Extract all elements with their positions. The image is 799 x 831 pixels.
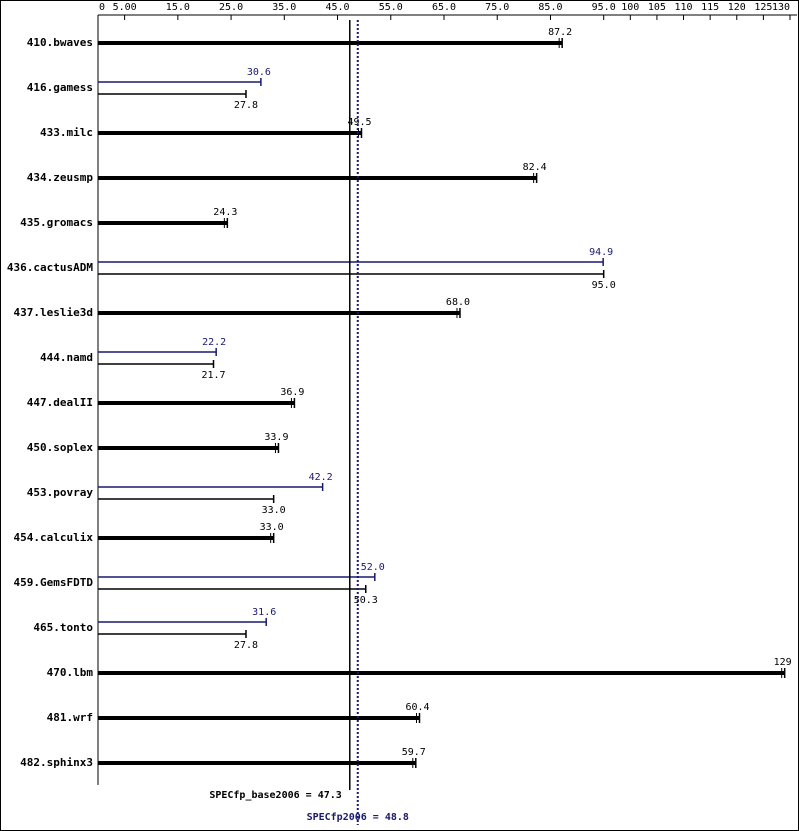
- x-tick-label: 95.0: [592, 2, 616, 13]
- category-label: 453.povray: [27, 486, 94, 499]
- x-tick-label: 115: [701, 2, 719, 13]
- category-label: 433.milc: [40, 126, 93, 139]
- reference-label: SPECfp_base2006 = 47.3: [209, 790, 341, 801]
- value-label: 31.6: [252, 607, 276, 618]
- category-label: 436.cactusADM: [7, 261, 93, 274]
- value-label: 27.8: [234, 100, 258, 111]
- value-label: 60.4: [405, 702, 429, 713]
- x-tick-label: 45.0: [325, 2, 349, 13]
- x-tick-label: 25.0: [219, 2, 243, 13]
- x-tick-label: 35.0: [272, 2, 296, 13]
- x-tick-label: 120: [728, 2, 746, 13]
- value-label: 50.3: [354, 595, 378, 606]
- x-tick-label: 110: [675, 2, 693, 13]
- value-label: 68.0: [446, 297, 470, 308]
- value-label: 59.7: [402, 747, 426, 758]
- value-label: 94.9: [589, 247, 613, 258]
- category-label: 410.bwaves: [27, 36, 93, 49]
- value-label: 95.0: [592, 280, 616, 291]
- x-tick-label: 5.00: [113, 2, 137, 13]
- value-label: 33.0: [262, 505, 286, 516]
- x-tick-label: 100: [621, 2, 639, 13]
- value-label: 82.4: [523, 162, 547, 173]
- value-label: 33.9: [264, 432, 288, 443]
- value-label: 49.5: [347, 117, 371, 128]
- x-tick-label: 15.0: [166, 2, 190, 13]
- category-label: 435.gromacs: [20, 216, 93, 229]
- value-label: 36.9: [280, 387, 304, 398]
- category-label: 450.soplex: [27, 441, 94, 454]
- x-tick-label: 105: [648, 2, 666, 13]
- category-label: 470.lbm: [47, 666, 94, 679]
- value-label: 87.2: [548, 27, 572, 38]
- x-tick-label: 65.0: [432, 2, 456, 13]
- value-label: 21.7: [201, 370, 225, 381]
- x-tick-label: 125: [754, 2, 772, 13]
- category-label: 444.namd: [40, 351, 93, 364]
- category-label: 459.GemsFDTD: [14, 576, 94, 589]
- category-label: 465.tonto: [33, 621, 93, 634]
- value-label: 33.0: [260, 522, 284, 533]
- x-tick-label: 130: [772, 2, 790, 13]
- value-label: 52.0: [361, 562, 385, 573]
- value-label: 30.6: [247, 67, 271, 78]
- reference-label: SPECfp2006 = 48.8: [307, 812, 409, 823]
- category-label: 482.sphinx3: [20, 756, 93, 769]
- value-label: 24.3: [213, 207, 237, 218]
- category-label: 481.wrf: [47, 711, 93, 724]
- x-tick-label: 85.0: [538, 2, 562, 13]
- x-tick-label: 55.0: [379, 2, 403, 13]
- value-label: 129: [774, 657, 792, 668]
- x-tick-label: 0: [99, 2, 105, 13]
- value-label: 22.2: [202, 337, 226, 348]
- value-label: 42.2: [309, 472, 333, 483]
- x-tick-label: 75.0: [485, 2, 509, 13]
- category-label: 434.zeusmp: [27, 171, 94, 184]
- category-label: 437.leslie3d: [14, 306, 93, 319]
- category-label: 416.gamess: [27, 81, 93, 94]
- value-label: 27.8: [234, 640, 258, 651]
- category-label: 454.calculix: [14, 531, 94, 544]
- category-label: 447.dealII: [27, 396, 93, 409]
